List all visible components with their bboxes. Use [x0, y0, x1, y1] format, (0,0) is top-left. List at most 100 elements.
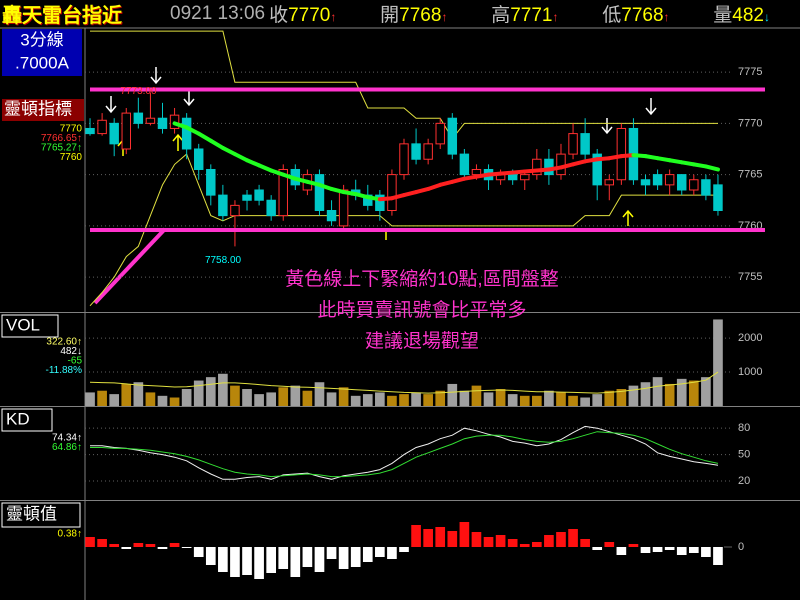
label-box: [1, 502, 81, 528]
moving-average: [534, 167, 551, 173]
y-tick-label: 0: [738, 541, 744, 553]
candle-body: [206, 168, 216, 196]
quote-label: 開: [380, 5, 400, 26]
bar: [302, 547, 313, 567]
moving-average: [257, 163, 274, 173]
candle-body: [701, 179, 711, 196]
label-box: [2, 29, 82, 52]
bar: [314, 547, 325, 572]
bar: [218, 547, 228, 572]
bar: [157, 395, 168, 406]
bar: [254, 394, 264, 406]
moving-average: [208, 138, 225, 150]
bar: [423, 394, 433, 406]
moving-average: [619, 153, 636, 159]
bar: [278, 387, 289, 406]
quote-value: 7771: [510, 5, 553, 26]
average-line: [89, 371, 719, 394]
moving-average: [317, 182, 334, 191]
bar: [580, 539, 590, 547]
panel-title: VOL: [6, 315, 40, 334]
y-tick-label: 50: [738, 449, 750, 461]
bar: [495, 389, 506, 406]
bar: [628, 544, 639, 547]
candle-body: [520, 174, 530, 181]
candle-body: [399, 143, 409, 176]
candle-body: [447, 117, 458, 155]
bar: [713, 319, 723, 406]
candle-body: [85, 127, 95, 135]
quotes: 收7770↑ 開7768↑ 高7771↑ 低7768↑ 量482↓: [269, 0, 800, 27]
moving-average: [691, 162, 708, 169]
bar: [350, 395, 361, 406]
moving-average: [184, 125, 201, 136]
quote-label: 量: [713, 5, 733, 26]
moving-average: [703, 164, 720, 172]
candle-body: [640, 179, 651, 186]
moving-average: [426, 182, 443, 191]
y-tick-label: 20: [738, 475, 750, 487]
candle-body: [713, 184, 723, 211]
label-box: [1, 314, 59, 338]
quote-arrow: ↓: [764, 10, 770, 24]
candle-body: [121, 112, 131, 150]
bar: [459, 390, 470, 406]
candle-body: [181, 117, 192, 150]
moving-average: [414, 186, 431, 195]
quote-arrow: ↑: [441, 10, 448, 24]
bar: [507, 539, 518, 547]
moving-average: [595, 156, 612, 162]
bar: [640, 382, 651, 406]
indicator-line: [90, 425, 719, 480]
bar: [435, 390, 446, 406]
readout: -11.88%: [45, 365, 82, 376]
bar: [616, 389, 627, 406]
readout: 7766.65↑: [41, 133, 82, 144]
moving-average: [462, 174, 479, 181]
readout: 7765.27↑: [41, 143, 82, 154]
bar: [387, 547, 397, 559]
bar: [242, 547, 252, 575]
bar: [193, 380, 204, 406]
label-box: [1, 408, 53, 432]
y-tick-label: 80: [738, 422, 750, 434]
candle-body: [435, 122, 445, 145]
bar: [205, 547, 216, 565]
bar: [399, 547, 409, 552]
symbol: 轟天雷台指近: [2, 5, 122, 27]
quote-value: 482: [732, 5, 764, 26]
bar: [652, 547, 663, 552]
readout: 7760: [60, 152, 83, 163]
bar: [278, 547, 289, 569]
readout: 74.34↑: [52, 433, 82, 444]
bar: [652, 377, 663, 406]
bar: [435, 527, 446, 547]
bar: [616, 547, 627, 555]
bar: [375, 392, 385, 406]
bar: [507, 394, 518, 406]
bar: [181, 547, 192, 548]
annotation: 此時買賣訊號會比平常多: [317, 299, 526, 321]
moving-average: [269, 168, 286, 177]
bar: [701, 377, 711, 406]
moving-average: [353, 192, 370, 200]
bar: [640, 547, 651, 553]
candle-body: [97, 119, 107, 135]
moving-average: [522, 168, 539, 174]
candle-body: [652, 174, 663, 186]
quote-label: 高: [491, 5, 511, 26]
label-box: [2, 99, 84, 121]
readout: -65: [68, 356, 83, 367]
candle-body: [254, 189, 264, 201]
envelope-line: [90, 30, 718, 140]
moving-average: [474, 172, 491, 179]
bar: [411, 525, 421, 547]
bar: [326, 547, 337, 559]
candle-body: [689, 179, 699, 191]
candle-body: [471, 168, 482, 176]
bar: [314, 382, 325, 406]
bar: [350, 547, 361, 567]
bar: [157, 547, 168, 549]
bar: [471, 532, 482, 547]
